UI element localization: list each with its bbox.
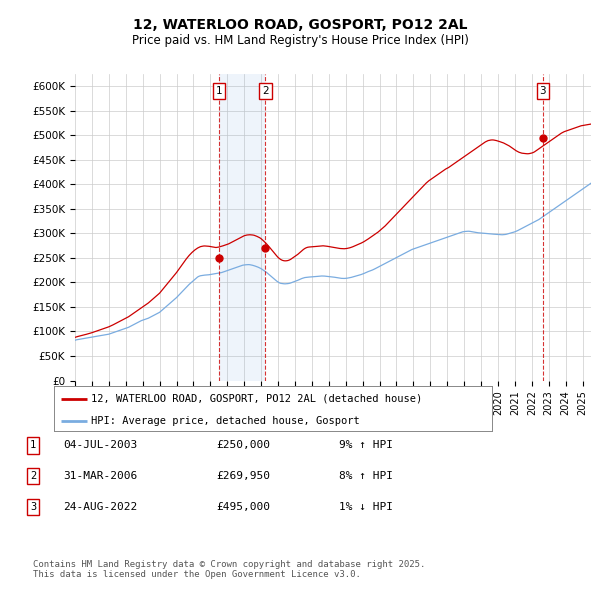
Text: 24-AUG-2022: 24-AUG-2022 — [63, 502, 137, 512]
Text: 1: 1 — [30, 441, 36, 450]
Text: 12, WATERLOO ROAD, GOSPORT, PO12 2AL (detached house): 12, WATERLOO ROAD, GOSPORT, PO12 2AL (de… — [91, 394, 422, 404]
Text: Price paid vs. HM Land Registry's House Price Index (HPI): Price paid vs. HM Land Registry's House … — [131, 34, 469, 47]
Text: Contains HM Land Registry data © Crown copyright and database right 2025.
This d: Contains HM Land Registry data © Crown c… — [33, 560, 425, 579]
Bar — [219, 74, 265, 381]
Text: 31-MAR-2006: 31-MAR-2006 — [63, 471, 137, 481]
Text: 2: 2 — [262, 86, 269, 96]
Text: £495,000: £495,000 — [216, 502, 270, 512]
Text: 12, WATERLOO ROAD, GOSPORT, PO12 2AL: 12, WATERLOO ROAD, GOSPORT, PO12 2AL — [133, 18, 467, 32]
Text: 9% ↑ HPI: 9% ↑ HPI — [339, 441, 393, 450]
Text: 1% ↓ HPI: 1% ↓ HPI — [339, 502, 393, 512]
Text: £250,000: £250,000 — [216, 441, 270, 450]
Text: 3: 3 — [539, 86, 546, 96]
Text: 04-JUL-2003: 04-JUL-2003 — [63, 441, 137, 450]
Text: 1: 1 — [215, 86, 222, 96]
Text: 3: 3 — [30, 502, 36, 512]
Text: 8% ↑ HPI: 8% ↑ HPI — [339, 471, 393, 481]
Text: £269,950: £269,950 — [216, 471, 270, 481]
Text: HPI: Average price, detached house, Gosport: HPI: Average price, detached house, Gosp… — [91, 416, 360, 426]
Text: 2: 2 — [30, 471, 36, 481]
